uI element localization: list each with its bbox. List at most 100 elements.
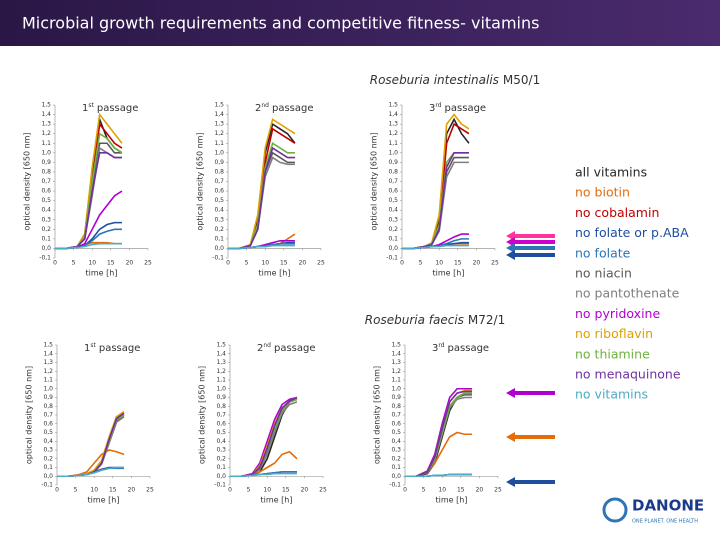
y-axis-label: optical density [650 nm] [23, 132, 32, 230]
x-tick-label: 20 [476, 487, 484, 494]
panel-title: 3rd passage [432, 342, 489, 355]
legend-entry: all vitamins [575, 165, 647, 180]
legend-entry: no vitamins [575, 387, 648, 402]
legend-entry: no pantothenate [575, 286, 680, 301]
y-tick-label: 0,4 [214, 207, 224, 214]
x-tick-label: 0 [53, 260, 57, 267]
y-tick-label: 1,1 [391, 377, 401, 384]
species-label: Roseburia intestinalis M50/1 [370, 73, 540, 87]
x-tick-label: 15 [457, 487, 465, 494]
y-axis-label: optical density [650 nm] [373, 366, 382, 464]
y-axis-label: optical density [650 nm] [25, 366, 34, 464]
logo-name: DANONE [632, 497, 704, 515]
y-tick-label: 0,7 [41, 178, 51, 185]
y-tick-label: 1,4 [43, 350, 53, 357]
growth-curve [405, 392, 472, 478]
y-tick-label: 0,7 [216, 412, 226, 419]
y-tick-label: 0,3 [216, 447, 226, 454]
x-tick-label: 5 [247, 487, 251, 494]
y-tick-label: 1,4 [391, 350, 401, 357]
passage-word: passage [272, 103, 314, 114]
passage-ordinal: rd [438, 342, 444, 349]
y-tick-label: 1,2 [391, 368, 401, 375]
x-tick-label: 10 [90, 487, 98, 494]
y-tick-label: 0,0 [216, 473, 226, 480]
x-tick-label: 5 [245, 260, 249, 267]
y-tick-label: 0,8 [391, 403, 401, 410]
y-tick-label: 0,4 [216, 438, 226, 445]
y-tick-label: 0,2 [391, 455, 401, 462]
y-tick-label: 0,0 [388, 245, 398, 252]
y-tick-label: 0,9 [216, 394, 226, 401]
y-tick-label: 0,8 [388, 168, 398, 175]
x-tick-label: 5 [419, 260, 423, 267]
y-tick-label: 1,3 [391, 359, 401, 366]
y-tick-label: 1,0 [214, 149, 224, 156]
y-tick-label: 1,3 [41, 121, 51, 128]
x-tick-label: 20 [473, 260, 481, 267]
arrow-head [506, 388, 515, 398]
y-tick-label: 1,2 [214, 130, 224, 137]
legend-entry: no folate [575, 245, 631, 260]
passage-number: 2 [257, 343, 263, 354]
y-tick-label: 1,1 [43, 377, 53, 384]
arrow-head [506, 477, 515, 487]
y-tick-label: 1,5 [391, 342, 401, 349]
passage-word: passage [448, 343, 490, 354]
x-tick-label: 10 [88, 260, 96, 267]
y-axis-label: optical density [650 nm] [198, 366, 207, 464]
y-tick-label: 0,0 [391, 473, 401, 480]
passage-word: passage [99, 343, 141, 354]
panel-title: 2nd passage [257, 342, 316, 355]
y-tick-label: 0,2 [214, 226, 224, 233]
x-tick-label: 15 [107, 260, 115, 267]
growth-curve [405, 392, 472, 478]
slide-title: Microbial growth requirements and compet… [22, 14, 539, 33]
x-tick-label: 25 [491, 260, 499, 267]
y-tick-label: 0,4 [391, 438, 401, 445]
arrow-head [506, 250, 515, 260]
y-tick-label: 0,6 [41, 188, 51, 195]
y-tick-label: -0,1 [212, 255, 224, 262]
y-tick-label: 0,9 [43, 394, 53, 401]
y-tick-label: 0,8 [216, 403, 226, 410]
arrow-head [506, 243, 515, 253]
y-tick-label: 0,3 [43, 447, 53, 454]
species-name: Roseburia intestinalis [370, 73, 499, 87]
x-axis-label: time [h] [259, 269, 291, 278]
growth-curve [405, 473, 472, 478]
x-axis-label: time [h] [436, 496, 468, 505]
strain-name: M72/1 [468, 313, 505, 327]
y-tick-label: 0,9 [214, 159, 224, 166]
logo-mark [602, 497, 628, 523]
y-tick-label: 1,3 [388, 121, 398, 128]
x-axis-label: time [h] [433, 269, 465, 278]
y-tick-label: 0,7 [391, 412, 401, 419]
y-tick-label: 1,1 [214, 140, 224, 147]
passage-ordinal: nd [261, 102, 269, 109]
y-tick-label: 0,0 [214, 245, 224, 252]
passage-number: 1 [84, 343, 90, 354]
y-tick-label: 0,6 [43, 420, 53, 427]
x-tick-label: 25 [146, 487, 154, 494]
y-tick-label: 1,0 [216, 385, 226, 392]
y-tick-label: -0,1 [41, 482, 53, 489]
y-tick-label: -0,1 [389, 482, 401, 489]
y-tick-label: 0,9 [391, 394, 401, 401]
x-tick-label: 25 [494, 487, 502, 494]
y-tick-label: 0,3 [41, 216, 51, 223]
x-tick-label: 10 [435, 260, 443, 267]
passage-number: 2 [255, 103, 261, 114]
y-tick-label: 0,6 [216, 420, 226, 427]
growth-curve [405, 392, 472, 478]
legend-entry: no pyridoxine [575, 306, 660, 321]
y-tick-label: -0,1 [39, 255, 51, 262]
y-tick-label: 1,3 [216, 359, 226, 366]
passage-word: passage [274, 343, 316, 354]
y-tick-label: 1,4 [214, 111, 224, 118]
growth-curve [228, 118, 296, 250]
passage-number: 3 [429, 103, 435, 114]
y-tick-label: 1,2 [41, 130, 51, 137]
x-tick-label: 10 [261, 260, 269, 267]
